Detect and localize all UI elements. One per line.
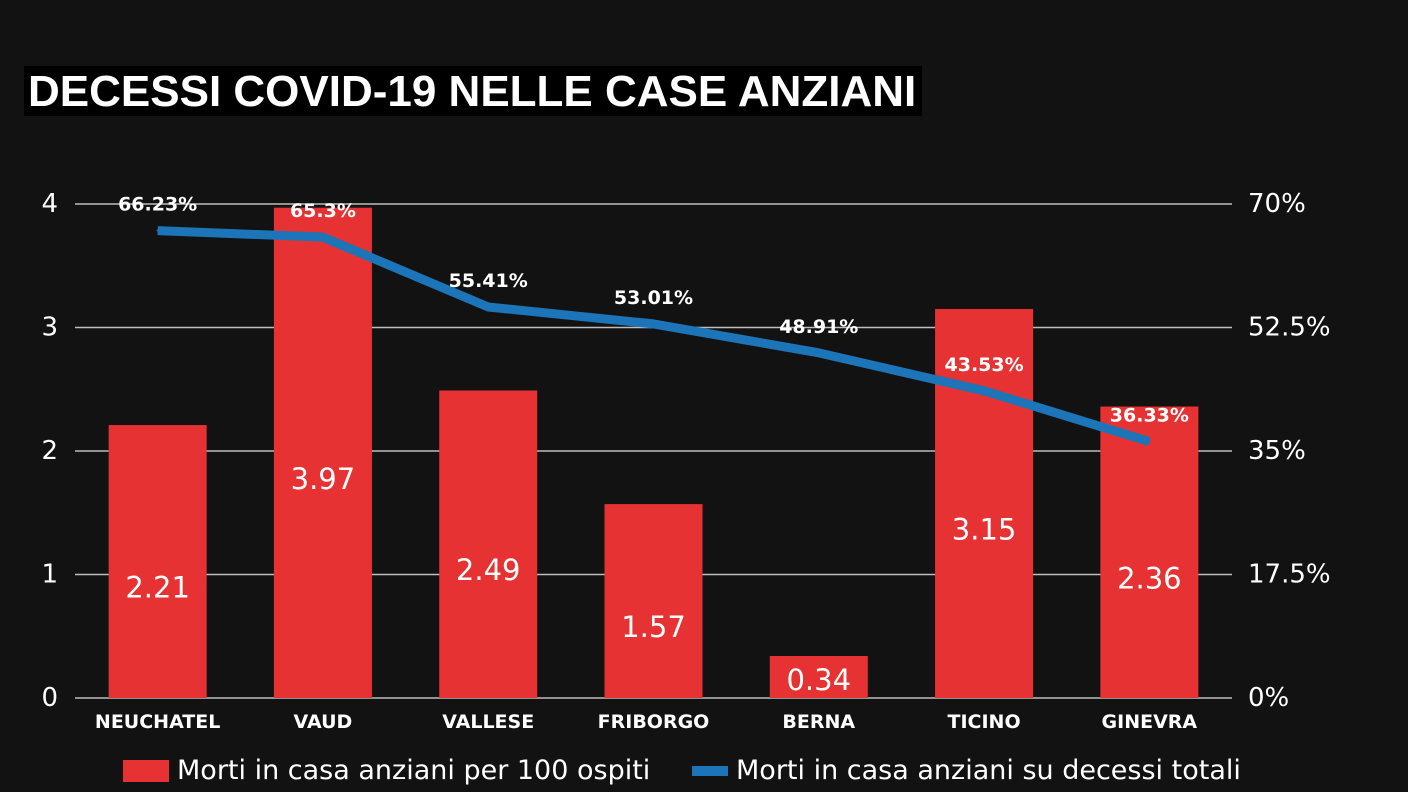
legend-swatch-line xyxy=(692,765,728,776)
legend-item-line: Morti in casa anziani su decessi totali xyxy=(692,755,1241,786)
bar xyxy=(769,656,868,698)
y-left-tick-label: 4 xyxy=(41,189,58,219)
x-tick-label: GINEVRA xyxy=(1102,711,1198,733)
bar-value-label: 3.97 xyxy=(291,462,356,496)
x-tick-label: VAUD xyxy=(294,711,353,733)
line-value-label: 66.23% xyxy=(118,194,197,216)
x-tick-label: BERNA xyxy=(782,711,855,733)
line-point xyxy=(817,351,820,354)
bar xyxy=(1100,406,1199,698)
line-point xyxy=(321,236,324,239)
bar xyxy=(604,504,703,698)
line-point xyxy=(487,305,490,308)
bar-value-label: 2.49 xyxy=(456,553,521,587)
y-right-tick-label: 17.5% xyxy=(1248,560,1331,590)
line-value-label: 43.53% xyxy=(945,354,1024,376)
bar xyxy=(439,390,538,698)
bar-value-label: 2.21 xyxy=(125,571,190,605)
bar xyxy=(108,425,207,698)
bar xyxy=(273,207,372,698)
x-tick-label: FRIBORGO xyxy=(598,711,710,733)
y-right-tick-label: 35% xyxy=(1248,436,1306,466)
legend-label-line: Morti in casa anziani su decessi totali xyxy=(736,755,1241,786)
legend: Morti in casa anziani per 100 ospiti Mor… xyxy=(0,755,1408,792)
bar xyxy=(935,308,1034,698)
legend-label-bars: Morti in casa anziani per 100 ospiti xyxy=(177,755,651,786)
y-left-tick-label: 2 xyxy=(41,436,58,466)
x-tick-label: NEUCHATEL xyxy=(95,711,220,733)
legend-swatch-bar xyxy=(123,759,169,782)
y-left-tick-label: 3 xyxy=(41,313,58,343)
chart-title: DECESSI COVID-19 NELLE CASE ANZIANI xyxy=(24,66,923,116)
y-left-tick-label: 0 xyxy=(41,683,58,713)
y-right-tick-label: 70% xyxy=(1248,189,1306,219)
line-point xyxy=(983,389,986,392)
line-value-label: 65.3% xyxy=(290,200,356,222)
line-value-label: 53.01% xyxy=(614,287,693,309)
x-tick-label: TICINO xyxy=(948,711,1021,733)
y-right-tick-label: 52.5% xyxy=(1248,313,1331,343)
line-point xyxy=(1148,440,1151,443)
line-value-label: 55.41% xyxy=(449,270,528,292)
line-point xyxy=(156,229,159,232)
y-right-tick-label: 0% xyxy=(1248,683,1289,713)
bar-value-label: 0.34 xyxy=(786,663,851,697)
bar-value-label: 3.15 xyxy=(952,512,1017,546)
line-point xyxy=(652,322,655,325)
bar-value-label: 1.57 xyxy=(621,610,686,644)
line-value-label: 48.91% xyxy=(779,316,858,338)
legend-item-bars: Morti in casa anziani per 100 ospiti xyxy=(123,755,650,786)
bar-value-label: 2.36 xyxy=(1117,561,1182,595)
line-value-label: 36.33% xyxy=(1110,405,1189,427)
y-left-tick-label: 1 xyxy=(41,560,58,590)
x-tick-label: VALLESE xyxy=(442,711,534,733)
